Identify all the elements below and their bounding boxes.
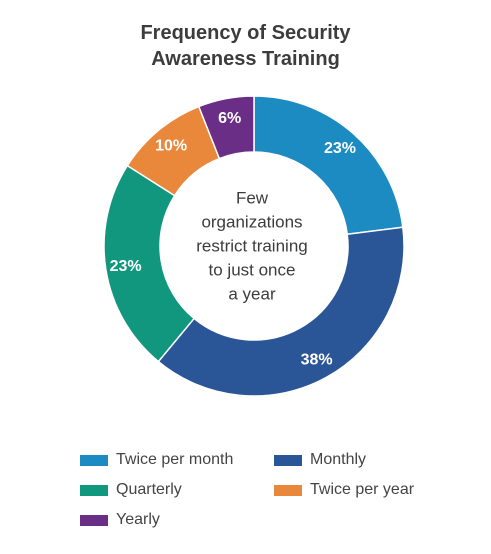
legend-swatch-twice-per-year [274,484,302,496]
slice-monthly [157,226,405,397]
chart-title: Frequency of Security Awareness Training [0,20,491,72]
slice-label-yearly: 6% [218,110,241,127]
legend-item-twice-per-year: Twice per year [274,479,414,501]
legend-item-quarterly: Quarterly [80,479,182,501]
center-text-line-1: Few [236,189,269,208]
legend-item-monthly: Monthly [274,449,366,471]
legend-label-twice-per-month: Twice per month [116,451,234,468]
center-text-line-4: to just once [209,261,296,280]
legend-label-twice-per-year: Twice per year [310,481,415,498]
slice-label-monthly: 38% [301,351,333,368]
legend-swatch-twice-per-month [80,454,108,466]
center-text-line-2: organizations [201,213,302,232]
chart-title-line-2: Awareness Training [151,48,340,70]
chart-title-line-1: Frequency of Security [140,22,351,44]
center-text-line-5: a year [228,285,276,304]
slice-label-twice-per-year: 10% [155,137,187,154]
legend-swatch-monthly [274,454,302,466]
legend-label-yearly: Yearly [116,511,160,528]
slice-twice-per-month [253,95,404,236]
legend-label-quarterly: Quarterly [116,481,182,498]
slice-yearly [197,95,255,160]
slice-label-twice-per-month: 23% [324,140,356,157]
legend-label-monthly: Monthly [310,451,367,468]
slice-quarterly [103,164,196,363]
legend-swatch-yearly [80,514,108,526]
legend-swatch-quarterly [80,484,108,496]
center-text-line-3: restrict training [196,237,307,256]
slice-label-quarterly: 23% [110,258,142,275]
legend-item-yearly: Yearly [80,509,160,531]
legend-item-twice-per-month: Twice per month [80,449,233,471]
